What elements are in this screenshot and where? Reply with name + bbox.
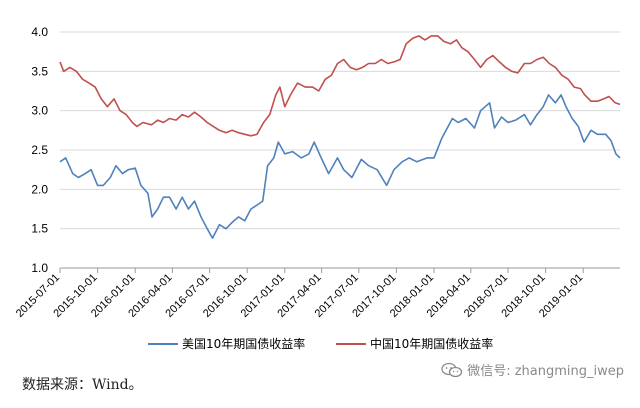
- watermark-text: 微信号: zhangming_iwep: [467, 364, 624, 379]
- y-tick-label: 2.5: [31, 143, 48, 157]
- legend-label: 中国10年期国债收益率: [370, 336, 493, 351]
- y-tick-label: 3.5: [31, 64, 48, 78]
- y-tick-label: 1.0: [31, 261, 48, 275]
- series-line-cn: [59, 35, 621, 137]
- y-tick-label: 1.5: [31, 222, 48, 236]
- series-line-us: [59, 94, 621, 239]
- y-tick-label: 3.0: [31, 104, 48, 118]
- wechat-icon: [441, 362, 463, 377]
- y-tick-label: 4.0: [31, 25, 48, 39]
- line-chart: 1.01.52.02.53.03.54.02015-07-012015-10-0…: [14, 25, 621, 351]
- legend-label: 美国10年期国债收益率: [182, 336, 305, 351]
- y-tick-label: 2.0: [31, 182, 48, 196]
- watermark: 微信号: zhangming_iwep: [441, 360, 624, 379]
- source-note: 数据来源：Wind。: [22, 377, 143, 393]
